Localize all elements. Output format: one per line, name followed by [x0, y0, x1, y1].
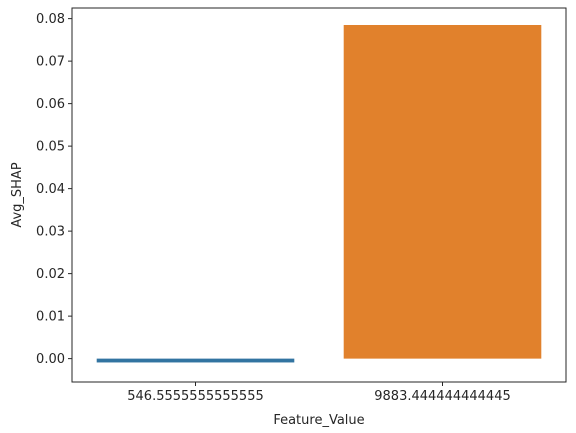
x-tick-label: 546.5555555555555 [127, 389, 263, 404]
bars-group [97, 25, 542, 362]
y-axis: 0.00 0.01 0.02 0.03 0.04 0.05 0.06 0.07 0.08 [36, 12, 72, 367]
bar-1 [344, 25, 542, 359]
y-tick-label: 0.05 [36, 140, 65, 155]
y-tick-label: 0.03 [36, 225, 65, 240]
y-tick-label: 0.07 [36, 55, 65, 70]
y-tick-label: 0.06 [36, 97, 65, 112]
y-axis-label: Avg_SHAP [10, 162, 25, 227]
x-axis: 546.5555555555555 9883.444444444445 [127, 382, 510, 404]
y-tick-label: 0.02 [36, 267, 65, 282]
y-tick-label: 0.00 [36, 352, 65, 367]
bar-0 [97, 359, 295, 363]
y-tick-label: 0.04 [36, 182, 65, 197]
x-axis-label: Feature_Value [273, 413, 364, 428]
y-tick-label: 0.01 [36, 310, 65, 325]
y-tick-label: 0.08 [36, 12, 65, 27]
x-tick-label: 9883.444444444445 [374, 389, 510, 404]
